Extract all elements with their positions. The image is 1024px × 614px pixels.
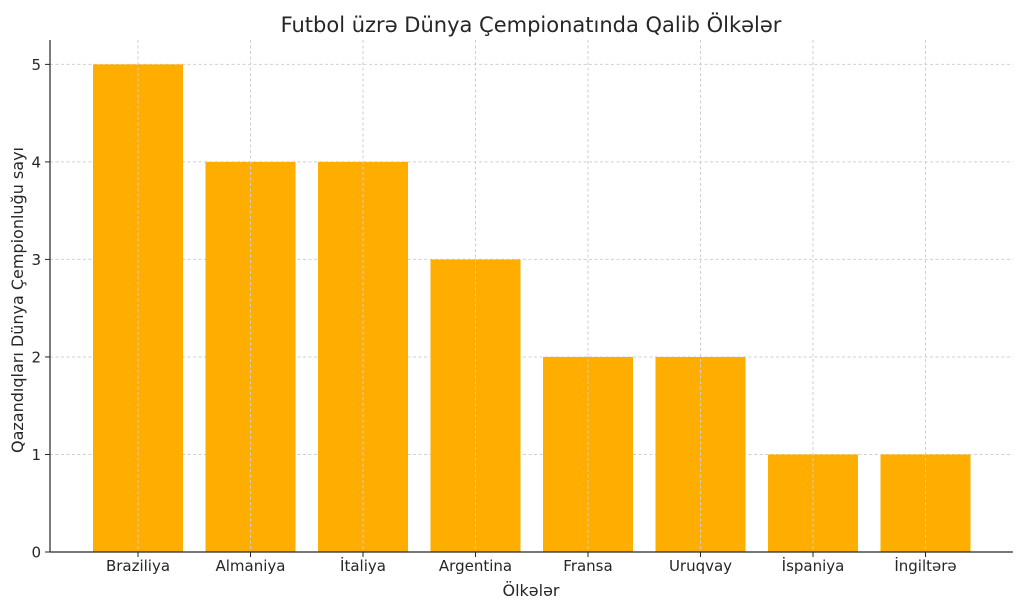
x-tick-label: İtaliya <box>340 556 386 575</box>
y-axis-label: Qazandıqları Dünya Çempionluğu sayı <box>8 147 27 453</box>
y-tick-label: 3 <box>31 251 41 269</box>
x-tick-label: Fransa <box>563 557 612 575</box>
y-tick-labels: 0 1 2 3 4 5 <box>31 56 41 562</box>
x-tick-label: Uruqvay <box>669 557 732 575</box>
y-tick-label: 1 <box>31 446 41 464</box>
chart-title: Futbol üzrə Dünya Çempionatında Qalib Öl… <box>281 12 782 37</box>
x-tick-labels: Braziliya Almaniya İtaliya Argentina Fransa U… <box>106 556 957 575</box>
x-tick-label: Almaniya <box>216 557 286 575</box>
y-tick-label: 2 <box>31 348 41 366</box>
bar <box>93 64 183 552</box>
x-tick-label: İngiltərə <box>894 556 956 575</box>
x-tick-label: Braziliya <box>106 557 170 575</box>
y-tick-label: 0 <box>31 544 41 562</box>
x-tick-label: İspaniya <box>782 556 845 575</box>
y-tick-label: 5 <box>31 56 41 74</box>
y-tick-label: 4 <box>31 153 41 171</box>
axes <box>45 40 1013 557</box>
x-tick-label: Argentina <box>439 557 512 575</box>
bars <box>93 64 971 552</box>
grid <box>50 63 1013 553</box>
x-axis-label: Ölkələr <box>502 581 559 600</box>
